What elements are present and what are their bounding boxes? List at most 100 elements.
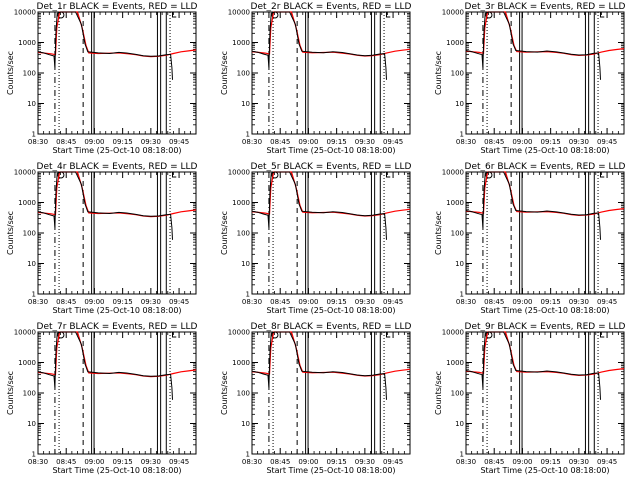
x-tick-label: 09:45 [597,298,617,306]
y-tick-label: 1 [460,291,464,299]
series-lld-line [37,11,197,58]
panel-title: Det_3r BLACK = Events, RED = LLD [465,2,626,12]
x-tick-label: 09:15 [541,458,561,466]
x-tick-label: 09:30 [141,458,161,466]
x-tick-label: 09:30 [355,298,375,306]
y-tick-label: 10 [27,260,36,268]
x-tick-label: 09:00 [84,298,104,306]
panel-det-1: Det_1r BLACK = Events, RED = LLD 1 10 100 10… [6,2,198,155]
y-tick-label: 10000 [228,329,250,337]
y-axis-label: Counts/sec [6,371,15,415]
x-tick-label: 09:30 [569,458,589,466]
y-tick-label: 10 [241,100,250,108]
series-events-line [465,11,601,80]
series-lld-line [37,331,197,378]
y-tick-label: 10 [455,420,464,428]
x-tick-label: 08:30 [456,298,476,306]
panel-det-3: Det_3r BLACK = Events, RED = LLD 1 10 100 10… [434,2,626,155]
x-tick-label: 09:30 [355,458,375,466]
x-tick-label: 09:45 [383,138,403,146]
x-tick-label: 08:30 [28,138,48,146]
marker-bracket [385,332,391,338]
x-tick-label: 08:45 [484,458,504,466]
series-events-line [37,331,173,400]
x-axis-label: Start Time (25-Oct-10 08:18:00) [52,306,181,315]
panel-det-2: Det_2r BLACK = Events, RED = LLD 1 10 100 10… [220,2,412,155]
y-tick-label: 1000 [446,39,464,47]
series-events-line [251,171,387,240]
y-tick-label: 100 [23,70,36,78]
y-tick-label: 100 [23,390,36,398]
x-tick-label: 09:00 [298,458,318,466]
x-tick-label: 09:15 [113,138,133,146]
x-tick-label: 09:30 [569,298,589,306]
x-tick-label: 09:00 [298,138,318,146]
y-tick-label: 10000 [442,329,464,337]
marker-bracket [599,172,605,178]
y-axis-label: Counts/sec [434,51,443,95]
y-tick-label: 100 [237,390,250,398]
panel-title: Det_8r BLACK = Events, RED = LLD [251,322,412,332]
y-tick-label: 100 [237,70,250,78]
panel-title: Det_2r BLACK = Events, RED = LLD [251,2,412,12]
panel-title: Det_5r BLACK = Events, RED = LLD [251,162,412,172]
y-tick-label: 1000 [18,359,36,367]
panel-title: Det_4r BLACK = Events, RED = LLD [37,162,198,172]
x-tick-label: 08:45 [56,458,76,466]
x-tick-label: 08:45 [270,298,290,306]
x-tick-label: 08:45 [484,138,504,146]
panel-det-5: Det_5r BLACK = Events, RED = LLD 1 10 100 10… [220,162,412,315]
y-tick-label: 100 [23,230,36,238]
y-tick-label: 10 [455,260,464,268]
y-tick-label: 10000 [442,169,464,177]
y-tick-label: 1000 [232,199,250,207]
y-tick-label: 1 [246,291,250,299]
x-tick-label: 08:30 [242,138,262,146]
x-tick-label: 08:30 [28,298,48,306]
y-tick-label: 1 [246,131,250,139]
series-events-line [465,171,601,240]
x-axis-label: Start Time (25-Oct-10 08:18:00) [52,146,181,155]
x-tick-label: 08:45 [56,138,76,146]
series-events-line [465,331,601,400]
series-lld-line [251,11,411,57]
y-tick-label: 1 [32,451,36,459]
panel-title: Det_1r BLACK = Events, RED = LLD [37,2,198,12]
x-tick-label: 09:00 [512,298,532,306]
x-tick-label: 09:15 [541,298,561,306]
y-tick-label: 1000 [18,39,36,47]
x-tick-label: 09:30 [569,138,589,146]
panel-det-9: Det_9r BLACK = Events, RED = LLD 1 10 100 10… [434,322,626,475]
panel-det-6: Det_6r BLACK = Events, RED = LLD 1 10 100 10… [434,162,626,315]
x-tick-label: 09:45 [169,458,189,466]
series-lld-line [465,331,625,377]
x-tick-label: 09:45 [169,138,189,146]
y-axis-label: Counts/sec [220,211,229,255]
y-tick-label: 10000 [14,329,36,337]
x-tick-label: 09:15 [113,458,133,466]
x-tick-label: 08:30 [242,298,262,306]
x-tick-label: 09:00 [84,458,104,466]
panel-title: Det_7r BLACK = Events, RED = LLD [37,322,198,332]
y-tick-label: 1000 [232,359,250,367]
y-tick-label: 10 [241,260,250,268]
y-tick-label: 100 [451,230,464,238]
y-tick-label: 10000 [228,9,250,17]
y-tick-label: 1000 [446,199,464,207]
x-tick-label: 08:45 [270,458,290,466]
series-events-line [251,331,387,400]
y-axis-label: Counts/sec [220,371,229,415]
x-tick-label: 09:45 [597,138,617,146]
x-tick-label: 09:00 [84,138,104,146]
x-tick-label: 09:30 [141,138,161,146]
marker-bracket [171,332,177,338]
y-tick-label: 10000 [442,9,464,17]
marker-bracket [171,172,177,178]
x-tick-label: 09:15 [327,138,347,146]
y-axis-label: Counts/sec [220,51,229,95]
x-tick-label: 09:30 [141,298,161,306]
x-axis-label: Start Time (25-Oct-10 08:18:00) [480,146,609,155]
panel-det-7: Det_7r BLACK = Events, RED = LLD 1 10 100 10… [6,322,198,475]
y-tick-label: 100 [451,390,464,398]
